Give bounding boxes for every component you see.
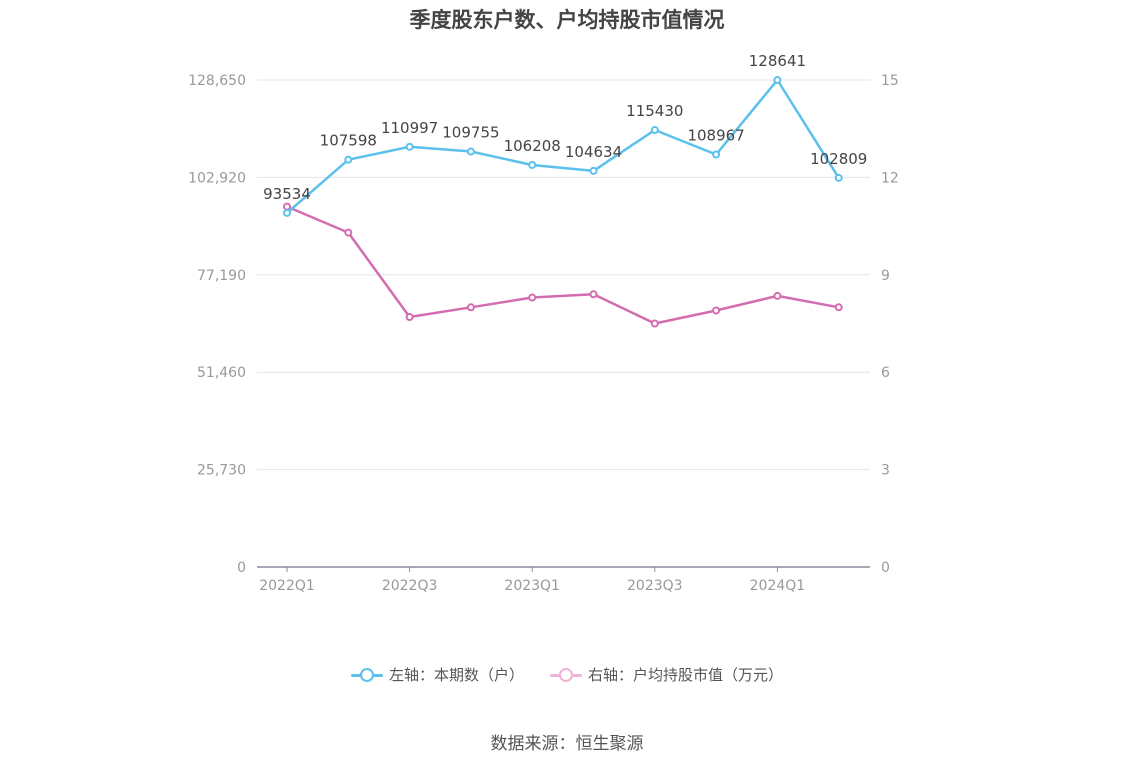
data-label: 109755 xyxy=(442,124,499,142)
right-axis-tick-label: 9 xyxy=(881,268,890,284)
data-point xyxy=(650,319,659,328)
right-axis-tick-label: 3 xyxy=(881,463,890,479)
data-point xyxy=(283,208,291,217)
series-line-avg-value xyxy=(286,205,839,325)
legend-item-households[interactable]: 左轴：本期数（户） xyxy=(350,664,524,685)
data-point xyxy=(405,142,414,151)
chart-legend: 左轴：本期数（户） 右轴：户均持股市值（万元） xyxy=(0,664,1134,685)
right-axis-tick-label: 12 xyxy=(881,170,899,186)
data-point xyxy=(834,303,843,312)
data-point xyxy=(344,228,353,237)
data-label: 128641 xyxy=(749,52,806,70)
data-point xyxy=(405,313,414,322)
legend-swatch-avg-value xyxy=(550,667,582,683)
left-axis-tick-label: 51,460 xyxy=(197,365,246,381)
data-label: 115430 xyxy=(626,102,683,120)
right-axis-tick-label: 15 xyxy=(881,73,899,89)
data-point xyxy=(528,160,537,169)
left-axis-tick-label: 128,650 xyxy=(188,73,246,89)
data-point xyxy=(773,76,782,85)
data-point xyxy=(773,291,782,300)
data-label: 110997 xyxy=(381,119,438,137)
series-line-households xyxy=(286,78,840,214)
left-axis-tick-label: 25,730 xyxy=(197,463,246,479)
data-point xyxy=(589,290,598,299)
x-axis-tick-label: 2022Q1 xyxy=(259,578,315,594)
data-point xyxy=(344,155,353,164)
data-label: 93534 xyxy=(263,185,311,203)
data-point xyxy=(712,306,721,315)
right-axis-tick-label: 0 xyxy=(881,560,890,576)
chart-title: 季度股东户数、户均持股市值情况 xyxy=(409,8,725,32)
data-point xyxy=(712,150,721,159)
data-point xyxy=(589,166,598,175)
right-axis-tick-label: 6 xyxy=(881,365,890,381)
data-point xyxy=(466,303,475,312)
data-label: 108967 xyxy=(687,127,744,145)
left-axis-tick-label: 77,190 xyxy=(197,268,246,284)
data-label: 107598 xyxy=(320,132,377,150)
data-source: 数据来源：恒生聚源 xyxy=(490,734,644,754)
chart-plot: 0 0 25,730 3 51,460 6 77,190 9 102,920 12 128,650 1… xyxy=(188,52,899,594)
data-label: 104634 xyxy=(565,143,622,161)
data-point xyxy=(650,126,659,135)
x-axis-tick-label: 2023Q3 xyxy=(627,578,683,594)
legend-label-avg-value: 右轴：户均持股市值（万元） xyxy=(588,666,784,684)
legend-item-avg-value[interactable]: 右轴：户均持股市值（万元） xyxy=(550,664,783,685)
x-axis-tick-label: 2024Q1 xyxy=(750,578,806,594)
data-label: 102809 xyxy=(810,150,867,168)
left-axis-tick-label: 102,920 xyxy=(188,170,246,186)
legend-label-households: 左轴：本期数（户） xyxy=(388,666,524,684)
data-point xyxy=(528,293,537,302)
data-point xyxy=(834,173,843,182)
left-axis-tick-label: 0 xyxy=(237,560,246,576)
data-point xyxy=(283,202,291,211)
legend-swatch-households xyxy=(350,667,383,683)
x-axis-tick-label: 2023Q1 xyxy=(504,578,560,594)
data-point xyxy=(466,147,475,156)
data-label: 106208 xyxy=(504,137,561,155)
x-axis-tick-label: 2022Q3 xyxy=(382,578,438,594)
